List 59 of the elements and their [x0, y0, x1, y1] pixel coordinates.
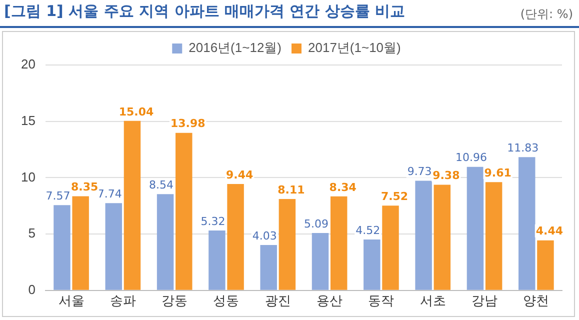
bar: [227, 184, 244, 290]
bar: [466, 166, 484, 290]
data-label: 9.61: [484, 166, 512, 180]
data-label: 8.54: [149, 178, 174, 192]
x-tick-label: 동작: [368, 292, 394, 308]
bar: [72, 196, 89, 290]
data-label: 15.04: [118, 105, 154, 118]
data-label: 7.57: [46, 189, 70, 202]
data-label: 9.44: [226, 168, 254, 182]
bar: [312, 233, 329, 290]
x-tick-label: 용산: [316, 292, 343, 308]
bar: [260, 244, 277, 290]
bar: [278, 199, 296, 290]
y-tick-label: 10: [20, 169, 36, 184]
y-tick-label: 15: [20, 112, 36, 128]
x-tick-label: 송파: [110, 292, 136, 308]
data-label: 8.11: [278, 183, 305, 196]
x-tick-label: 서울: [58, 292, 84, 308]
data-label: 4.52: [356, 224, 380, 237]
x-tick-label: 강동: [162, 292, 188, 308]
bar: [364, 239, 380, 290]
x-tick-label: 성동: [213, 292, 240, 308]
data-label: 9.73: [407, 165, 432, 178]
bar: [124, 120, 141, 290]
bar: [485, 182, 502, 290]
text: (단위: %): [520, 6, 573, 23]
data-label: 5.09: [304, 217, 329, 230]
data-label: 8.35: [71, 180, 98, 194]
x-tick-label: 강남: [472, 292, 498, 308]
bar: [537, 240, 554, 290]
bar: [434, 184, 451, 290]
x-tick-label: 서초: [420, 292, 446, 308]
x-tick-label: 양천: [523, 292, 550, 308]
y-tick-label: 5: [28, 226, 36, 241]
data-label: 11.83: [507, 141, 539, 154]
legend-label: 2017년(1~10월): [308, 40, 401, 56]
data-label: 8.34: [329, 180, 357, 194]
bar: [518, 157, 536, 290]
data-label: 4.03: [252, 229, 277, 242]
bar: [415, 180, 432, 290]
bar: [54, 205, 70, 290]
x-tick-label: 광진: [264, 292, 291, 308]
legend-label: 2016년(1~12월): [188, 40, 282, 56]
bar: [156, 194, 174, 290]
bar: [176, 132, 192, 290]
data-label: 9.38: [432, 169, 460, 182]
bar: [382, 206, 399, 290]
bar: [330, 196, 348, 290]
data-label: 13.98: [170, 117, 206, 130]
bar: [105, 203, 122, 290]
data-label: 10.96: [455, 151, 487, 164]
data-label: 7.52: [380, 190, 408, 204]
data-label: 7.74: [97, 188, 122, 201]
data-label: 5.32: [200, 214, 226, 228]
bar: [208, 230, 226, 290]
chart-title: [그림 1] 서울 주요 지역 아파트 매매가격 연간 상승률 비교: [4, 2, 406, 21]
y-tick-label: 0: [28, 282, 36, 297]
data-label: 4.44: [536, 224, 564, 238]
y-tick-label: 20: [20, 56, 36, 72]
